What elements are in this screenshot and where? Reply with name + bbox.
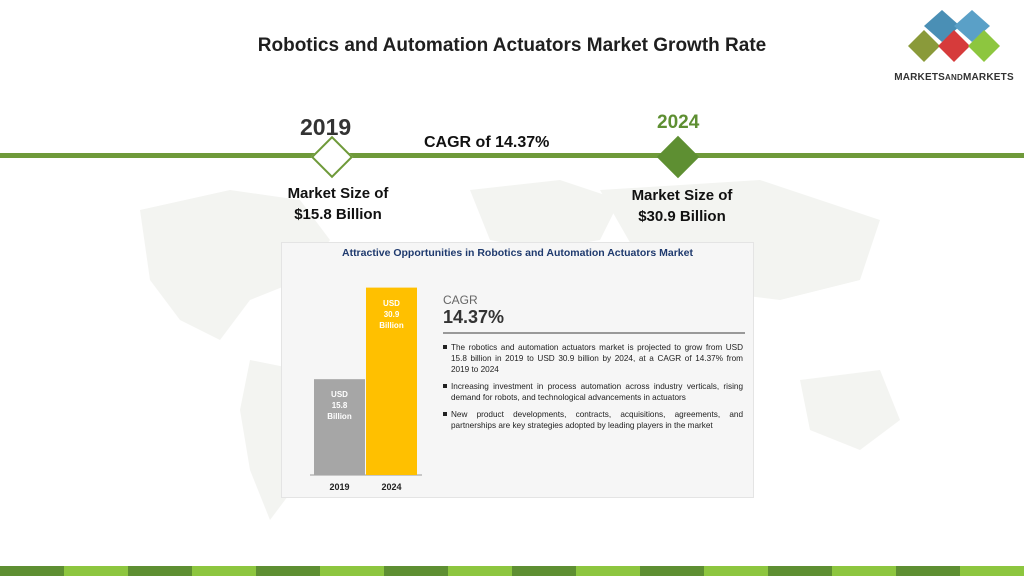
bar-2024 xyxy=(366,287,417,475)
stripe-segment xyxy=(320,566,384,576)
stripe-segment xyxy=(640,566,704,576)
market-size-2019: Market Size of $15.8 Billion xyxy=(287,185,389,223)
panel-cagr-value: 14.37% xyxy=(443,307,505,327)
logo-text: MARKETSANDMARKETS xyxy=(894,72,1014,83)
stripe-segment xyxy=(0,566,64,576)
page-title: Robotics and Automation Actuators Market… xyxy=(257,35,767,56)
stripe-segment xyxy=(448,566,512,576)
opportunities-panel: Attractive Opportunities in Robotics and… xyxy=(281,242,754,498)
stripe-segment xyxy=(256,566,320,576)
stripe-segment xyxy=(896,566,960,576)
timeline-cagr: CAGR of 14.37% xyxy=(424,134,550,151)
stripe-segment xyxy=(128,566,192,576)
timeline-year-2019: 2019 xyxy=(300,114,352,140)
stripe-segment xyxy=(832,566,896,576)
bullet-item: New product developments, contracts, acq… xyxy=(443,409,743,431)
stripe-segment xyxy=(384,566,448,576)
markets-and-markets-logo: MARKETSANDMARKETS xyxy=(884,8,1024,88)
market-size-2024: Market Size of $30.9 Billion xyxy=(631,187,733,225)
timeline-line xyxy=(0,153,1024,158)
stripe-segment xyxy=(960,566,1024,576)
bullet-item: Increasing investment in process automat… xyxy=(443,381,743,403)
timeline-year-2024: 2024 xyxy=(657,112,700,133)
x-tick-label-2019: 2019 xyxy=(329,482,349,492)
stripe-segment xyxy=(576,566,640,576)
stripe-segment xyxy=(704,566,768,576)
bullet-item: The robotics and automation actuators ma… xyxy=(443,342,743,375)
logo-diamonds-icon xyxy=(908,10,1000,62)
panel-cagr-label: CAGR xyxy=(443,293,478,307)
bottom-stripe xyxy=(0,566,1024,576)
panel-divider xyxy=(443,332,745,334)
bar-2019 xyxy=(314,379,365,475)
panel-title: Attractive Opportunities in Robotics and… xyxy=(341,247,693,259)
x-tick-label-2024: 2024 xyxy=(381,482,401,492)
stripe-segment xyxy=(768,566,832,576)
stripe-segment xyxy=(64,566,128,576)
stripe-segment xyxy=(512,566,576,576)
stripe-segment xyxy=(192,566,256,576)
panel-bullets: The robotics and automation actuators ma… xyxy=(443,342,743,437)
